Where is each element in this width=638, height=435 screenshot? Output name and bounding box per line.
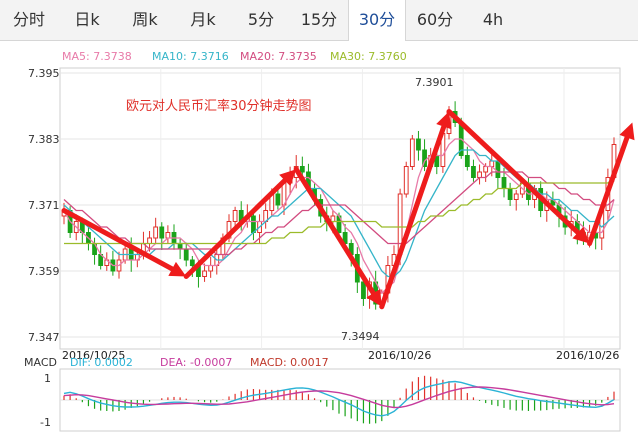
y-axis-ticks: 7.395 7.383 7.371 7.359 7.347 <box>28 67 60 344</box>
ma-legend: MA5: 7.3738 MA10: 7.3716 MA20: 7.3735 MA30:… <box>62 50 407 63</box>
candle-body <box>361 281 366 299</box>
moving-average-lines <box>63 138 615 295</box>
candle-body <box>251 215 256 233</box>
candle-body <box>202 270 207 277</box>
trend-arrow-shaft <box>379 124 447 310</box>
main-chart-frame <box>59 67 621 350</box>
candle-body <box>403 166 409 195</box>
candle-body <box>495 160 501 178</box>
candle-body <box>232 210 238 222</box>
candle-body <box>299 166 305 173</box>
candle-body <box>189 259 195 266</box>
candle-body <box>507 188 513 200</box>
tab-7[interactable]: 60分 <box>416 10 454 29</box>
candle-body <box>183 248 189 261</box>
low-annotation: 7.3494 <box>341 330 380 343</box>
tab-2[interactable]: 周k <box>132 10 158 29</box>
candle-body <box>147 237 152 244</box>
trend-arrow-head <box>168 261 187 277</box>
candle-body <box>330 215 336 222</box>
trend-arrow-shaft <box>61 208 175 272</box>
tab-6[interactable]: 30分 <box>348 0 406 41</box>
ma-line-ma5 <box>63 138 615 295</box>
tab-4[interactable]: 5分 <box>247 10 275 29</box>
candle-body <box>409 138 415 167</box>
candle-body <box>416 138 421 151</box>
candle-body <box>208 265 214 272</box>
y-tick-label: 7.371 <box>28 199 60 212</box>
macd-y-tick: 1 <box>44 372 51 385</box>
macd-label: MACD <box>24 356 57 369</box>
trend-arrow-head <box>436 111 452 130</box>
candle-body <box>177 243 183 250</box>
trend-arrow-shaft <box>446 109 581 236</box>
macd-legend-item: DEA: -0.0007 <box>160 356 232 369</box>
candle-body <box>501 177 507 189</box>
y-tick-label: 7.383 <box>28 133 60 146</box>
candle-body <box>471 166 476 178</box>
candle-body <box>513 193 519 200</box>
candle-body <box>483 166 489 173</box>
x-axis-label: 2016/10/26 <box>368 349 431 362</box>
trend-arrow-head <box>572 226 590 244</box>
tab-0[interactable]: 分时 <box>12 10 45 29</box>
tab-5[interactable]: 15分 <box>300 10 338 29</box>
candle-body <box>275 193 281 206</box>
tab-1[interactable]: 日k <box>74 10 100 29</box>
x-axis-labels: 2016/10/25 2016/10/26 2016/10/26 <box>62 349 619 362</box>
trend-arrows <box>61 109 635 310</box>
ma-legend-item: MA30: 7.3760 <box>330 50 407 63</box>
candle-body <box>477 171 482 178</box>
candle-body <box>489 160 495 167</box>
ma-legend-item: MA5: 7.3738 <box>62 50 132 63</box>
chart-title: 欧元对人民币汇率30分钟走势图 <box>126 98 312 114</box>
trend-arrow-head <box>279 169 297 187</box>
timeframe-tabs: 分时 日k 周k 月k 5分 15分 30分 60分 4h <box>0 0 638 41</box>
y-tick-label: 7.347 <box>28 331 60 344</box>
macd-y-ticks: 1 -1 <box>40 372 51 429</box>
ma-legend-item: MA10: 7.3716 <box>152 50 229 63</box>
y-tick-label: 7.359 <box>28 265 60 278</box>
trend-arrow-shaft <box>587 135 630 246</box>
macd-legend-item: DIF: 0.0002 <box>70 356 133 369</box>
grid-lines <box>60 68 620 349</box>
ma-legend-item: MA20: 7.3735 <box>240 50 317 63</box>
tab-8[interactable]: 4h <box>482 10 504 29</box>
y-tick-label: 7.395 <box>28 67 60 80</box>
candle-body <box>153 226 159 239</box>
high-annotation: 7.3901 <box>415 76 454 89</box>
candle-body <box>422 149 427 167</box>
trend-arrow-shaft <box>293 166 376 296</box>
trend-arrow-head <box>619 122 635 141</box>
candle-body <box>464 155 470 167</box>
ma-line-ma20 <box>63 171 615 256</box>
trend-arrow-head <box>366 288 382 307</box>
macd-y-tick: -1 <box>40 416 51 429</box>
macd-legend-item: MACD: 0.0017 <box>250 356 329 369</box>
macd-legend: MACD DIF: 0.0002 DEA: -0.0007 MACD: 0.0017 <box>24 356 329 369</box>
trend-arrow-shaft <box>183 177 288 279</box>
x-axis-label: 2016/10/25 <box>62 349 125 362</box>
x-axis-label: 2016/10/26 <box>556 349 619 362</box>
tab-3[interactable]: 月k <box>190 10 216 29</box>
macd-lines <box>63 380 615 417</box>
candle-body <box>159 226 165 239</box>
macd-dea-line <box>63 386 615 409</box>
candle-body <box>165 232 171 239</box>
